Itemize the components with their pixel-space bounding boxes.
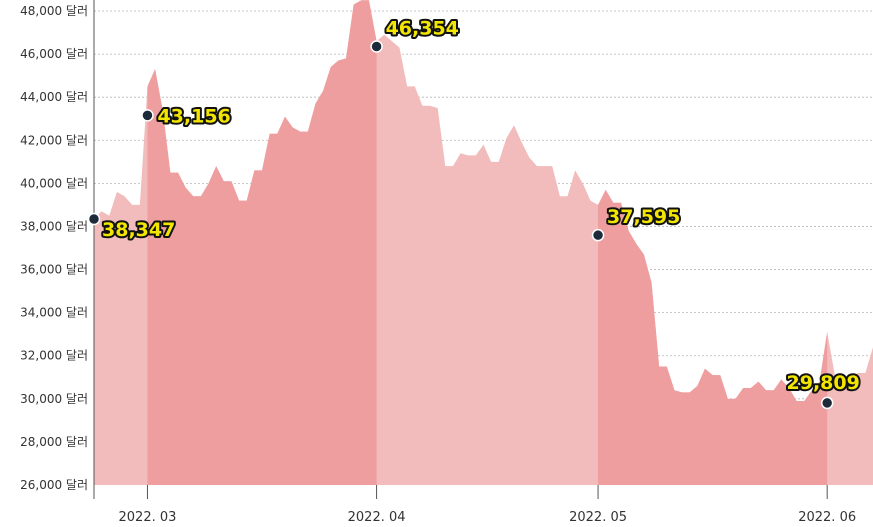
x-tick-label: 2022. 04 xyxy=(348,510,406,525)
y-tick-label: 42,000 달러 xyxy=(20,133,88,147)
x-tick-label: 2022. 05 xyxy=(569,510,627,525)
y-tick-label: 32,000 달러 xyxy=(20,349,88,363)
data-label: 37,595 xyxy=(607,206,680,228)
data-point-marker xyxy=(591,228,605,242)
x-tick-label: 2022. 03 xyxy=(119,510,177,525)
data-point-marker xyxy=(87,212,101,226)
y-tick-label: 28,000 달러 xyxy=(20,435,88,449)
data-point-marker xyxy=(141,109,154,122)
data-label: 43,156 xyxy=(157,105,230,127)
data-label: 38,347 xyxy=(102,219,175,241)
x-tick-label: 2022. 06 xyxy=(798,510,856,525)
data-label: 29,809 xyxy=(787,372,860,394)
y-tick-label: 44,000 달러 xyxy=(20,90,88,104)
y-tick-label: 40,000 달러 xyxy=(20,176,88,190)
annotations: 38,347 43,156 46,354 37,595 29,809 xyxy=(87,15,862,410)
data-point-marker xyxy=(820,396,834,410)
y-tick-label: 38,000 달러 xyxy=(20,219,88,233)
series-area-highlight xyxy=(147,0,377,486)
data-label: 46,354 xyxy=(386,17,459,39)
y-tick-label: 30,000 달러 xyxy=(20,392,88,406)
y-tick-label: 26,000 달러 xyxy=(20,478,88,492)
axes: 26,000 달러 28,000 달러 30,000 달러 32,000 달러 34,0… xyxy=(20,0,856,525)
y-tick-label: 48,000 달러 xyxy=(20,4,88,18)
area-series xyxy=(94,0,873,486)
data-point-marker xyxy=(370,40,383,53)
y-tick-label: 46,000 달러 xyxy=(20,47,88,61)
y-tick-label: 36,000 달러 xyxy=(20,263,88,277)
y-tick-label: 34,000 달러 xyxy=(20,306,88,320)
series-area-highlight xyxy=(598,189,828,485)
